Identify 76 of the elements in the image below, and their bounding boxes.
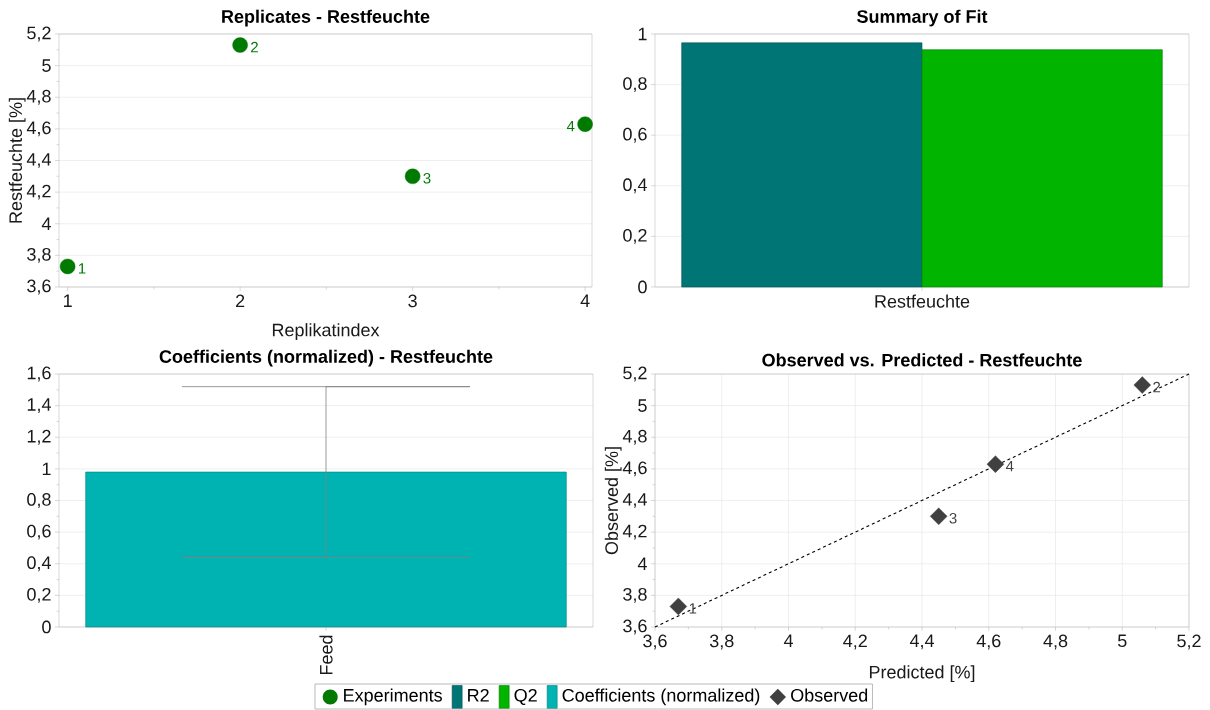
chart-title: Summary of Fit (857, 9, 988, 27)
x-tick-label: 5 (1117, 634, 1127, 648)
point (59, 258, 76, 275)
y-tick-label: 0,4 (27, 556, 51, 572)
y-tick-label: 4,6 (26, 121, 51, 137)
chart-title: Observed vs. Predicted - Restfeuchte (762, 353, 1082, 367)
y-tick-label: 3,8 (623, 587, 647, 603)
y-tick-label: 5 (638, 399, 647, 412)
y-tick-label: 4,6 (622, 461, 647, 477)
y-tick-label: 4 (41, 217, 51, 230)
y-tick-label: 0,6 (27, 524, 51, 540)
y-tick-label: 0,6 (623, 127, 647, 143)
x-tick-label: 3,8 (709, 634, 734, 650)
y-tick-label: 0,2 (27, 587, 51, 603)
x-axis-title: Predicted [%] (869, 665, 975, 683)
legend-label: Q2 (514, 688, 537, 705)
point (986, 455, 1005, 473)
y-axis-title: Restfeuchte [%] (8, 98, 26, 223)
y-axis-title: Observed [%] (604, 447, 622, 555)
point (930, 507, 948, 526)
y-tick-label: 1 (42, 462, 51, 476)
point (669, 597, 688, 616)
y-tick-label: 1,6 (27, 366, 51, 382)
annotation: 4 (566, 120, 575, 132)
annotation: 2 (1153, 381, 1161, 393)
y-tick-label: 5,2 (623, 366, 647, 382)
x-tick-label: 4,4 (909, 634, 934, 650)
annotation: 1 (78, 263, 86, 274)
y-tick-label: 4,2 (622, 524, 647, 540)
x-tick-label: 4,2 (843, 634, 867, 650)
point (404, 168, 421, 185)
y-tick-label: 0,2 (623, 228, 647, 244)
legend-label: Experiments (344, 688, 442, 706)
y-tick-label: 3,8 (27, 247, 51, 263)
y-tick-label: 4,8 (26, 89, 51, 105)
chart-title: Coefficients (normalized) - Restfeuchte (159, 349, 493, 367)
x-tick-label: 2 (236, 294, 245, 308)
y-tick-label: 4 (637, 557, 647, 570)
y-tick-label: 0,4 (623, 178, 647, 194)
legend-label: Observed (791, 688, 868, 702)
y-tick-label: 3,6 (623, 619, 647, 635)
x-tick-label: 5,2 (1177, 634, 1201, 650)
y-tick-label: 1,4 (27, 398, 51, 413)
annotation: 4 (1005, 460, 1014, 472)
legend-label: R2 (468, 688, 489, 702)
y-tick-label: 5,2 (27, 26, 51, 42)
y-tick-label: 4,2 (26, 184, 51, 200)
x-tick-label: 4 (580, 294, 590, 307)
legend-label: Coefficients (normalized) (562, 688, 760, 706)
y-tick-label: 4,4 (622, 493, 647, 508)
point (577, 116, 593, 132)
x-tick-label: 4,6 (976, 634, 1001, 650)
y-tick-label: 0,8 (27, 493, 51, 508)
x-tick-label: 4,8 (1043, 634, 1068, 650)
annotation: 2 (251, 41, 258, 53)
x-tick-label: Feed (319, 635, 333, 675)
annotation: 1 (689, 603, 697, 614)
y-tick-label: 1 (638, 27, 647, 41)
point (1133, 376, 1151, 394)
y-tick-label: 5 (42, 59, 51, 72)
chart-title: Replicates - Restfeuchte (222, 9, 430, 27)
y-tick-label: 4,8 (622, 429, 647, 445)
point (232, 37, 248, 53)
y-tick-label: 0,8 (623, 77, 647, 93)
y-tick-label: 0 (638, 280, 647, 294)
y-tick-label: 3,6 (27, 279, 51, 295)
y-tick-label: 4,4 (26, 153, 51, 168)
x-axis-title: Replikatindex (272, 323, 380, 340)
annotation: 3 (949, 513, 957, 524)
y-tick-label: 0 (42, 620, 51, 634)
annotation: 3 (423, 173, 431, 184)
y-tick-label: 1,2 (27, 429, 51, 445)
x-tick-label: 3 (408, 294, 417, 308)
x-tick-label: Restfeuchte (875, 294, 970, 308)
x-tick-label: 1 (63, 294, 72, 307)
x-tick-label: 4 (783, 634, 793, 647)
